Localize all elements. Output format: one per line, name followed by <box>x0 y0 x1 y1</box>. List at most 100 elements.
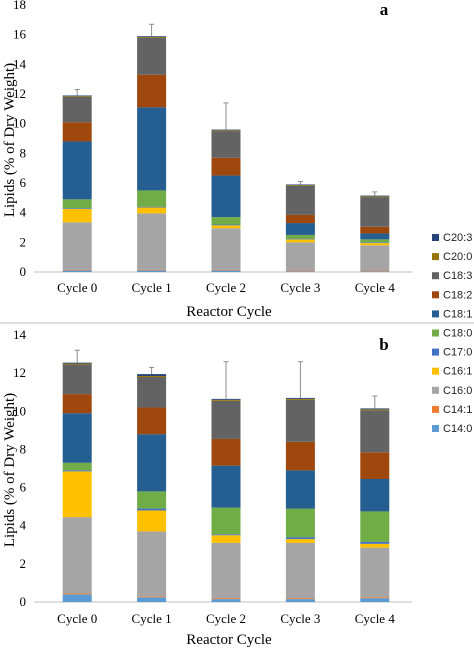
p2-bar-c16-1-cycle-2 <box>211 535 241 543</box>
legend-label-c18-2: C18:2 <box>443 289 472 301</box>
legend-swatch-c18-3 <box>432 272 439 280</box>
p2-bar-c14-0-cycle-0 <box>62 594 92 602</box>
p2-bar-c18-2-cycle-2 <box>211 438 241 466</box>
p1-bar-c16-1-cycle-1 <box>137 207 167 214</box>
legend-swatch-c18-1 <box>432 310 439 318</box>
p1-bar-c18-0-cycle-1 <box>137 190 167 207</box>
p1-bar-c18-2-cycle-2 <box>211 157 241 176</box>
p1-bar-c14-1-cycle-1 <box>137 269 167 271</box>
legend-label-c18-1: C18:1 <box>443 308 472 320</box>
p2-x-tick-label: Cycle 3 <box>280 611 320 626</box>
p1-bar-c14-0-cycle-1 <box>137 270 167 272</box>
p1-bar-c18-2-cycle-1 <box>137 74 167 108</box>
p2-bar-c17-0-cycle-0 <box>62 470 92 472</box>
p1-bar-c14-0-cycle-0 <box>62 270 92 272</box>
p1-bar-c16-0-cycle-3 <box>285 242 315 271</box>
p1-bar-c18-1-cycle-1 <box>137 107 167 191</box>
p1-bar-c18-3-cycle-0 <box>62 96 92 123</box>
p2-bar-c20-3-cycle-3 <box>285 397 315 399</box>
p2-bar-c16-1-cycle-4 <box>360 543 390 548</box>
p2-bar-c18-2-cycle-4 <box>360 452 390 479</box>
p2-bar-c16-0-cycle-1 <box>137 531 167 597</box>
legend-swatch-c18-0 <box>432 329 439 337</box>
p1-bar-c20-0-cycle-2 <box>211 130 241 132</box>
p1-bar-c16-0-cycle-4 <box>360 245 390 271</box>
p1-bar-c18-1-cycle-0 <box>62 141 92 200</box>
p1-bar-c16-0-cycle-0 <box>62 222 92 270</box>
p2-bar-c18-0-cycle-0 <box>62 462 92 471</box>
legend: C20:3 C20:0 C18:3 C18:2 C18:1 C18:0 C17:0 C16:1… <box>432 232 472 435</box>
p2-bar-c17-0-cycle-4 <box>360 541 390 544</box>
p1-bar-c17-0-cycle-3 <box>285 238 315 240</box>
p1-bar-c20-3-cycle-0 <box>62 95 92 97</box>
legend-swatch-c16-1 <box>432 367 439 375</box>
p2-bar-c20-3-cycle-0 <box>62 362 92 364</box>
legend-label-c16-0: C16:0 <box>443 385 472 397</box>
p2-bar-c20-0-cycle-0 <box>62 363 92 365</box>
p2-bar-c14-1-cycle-1 <box>137 596 167 598</box>
p2-y-axis-title: Lipids (% of Dry Weight) <box>2 393 18 547</box>
p1-bar-c14-1-cycle-0 <box>62 269 92 271</box>
legend-label-c14-0: C14:0 <box>443 423 472 435</box>
p2-bar-c18-1-cycle-1 <box>137 434 167 492</box>
p2-bar-c18-0-cycle-2 <box>211 507 241 535</box>
p1-bar-c18-1-cycle-2 <box>211 175 241 218</box>
p1-bar-c20-3-cycle-3 <box>285 184 315 186</box>
p1-y-tick-label: 14 <box>13 56 27 71</box>
p1-bar-c17-0-cycle-0 <box>62 208 92 209</box>
p2-bar-c17-0-cycle-1 <box>137 508 167 511</box>
p1-bar-c18-2-cycle-0 <box>62 122 92 142</box>
p2-bar-c18-3-cycle-2 <box>211 400 241 439</box>
p1-y-tick-label: 10 <box>13 116 26 131</box>
p2-bar-c17-0-cycle-2 <box>211 534 241 536</box>
p2-bar-c20-0-cycle-1 <box>137 376 167 377</box>
p1-bar-c18-0-cycle-3 <box>285 234 315 239</box>
panel-a-chart: 0 2 4 6 8 10 12 14 16 18 Cycle 0 Cycle 1 Cycle 2 Cycl… <box>2 0 412 320</box>
legend-label-c16-1: C16:1 <box>443 366 472 378</box>
p2-bar-c16-1-cycle-1 <box>137 510 167 532</box>
legend-label-c18-3: C18:3 <box>443 270 472 282</box>
p1-bar-c20-3-cycle-4 <box>360 195 390 197</box>
p1-bar-c18-2-cycle-4 <box>360 226 390 234</box>
p2-x-tick-label: Cycle 4 <box>355 611 396 626</box>
p2-bar-c18-1-cycle-3 <box>285 470 315 509</box>
p2-bar-c16-0-cycle-4 <box>360 547 390 598</box>
p2-bar-c18-3-cycle-3 <box>285 399 315 442</box>
p2-bar-c16-1-cycle-3 <box>285 539 315 543</box>
p2-x-axis-title: Reactor Cycle <box>186 632 272 648</box>
p1-bar-c20-3-cycle-1 <box>137 36 167 37</box>
p2-bar-c18-2-cycle-0 <box>62 394 92 414</box>
p2-bar-c18-1-cycle-4 <box>360 478 390 512</box>
legend-swatch-c17-0 <box>432 348 439 356</box>
p1-bar-c14-1-cycle-3 <box>285 270 315 272</box>
legend-label-c20-0: C20:0 <box>443 251 472 263</box>
p1-bar-c17-0-cycle-2 <box>211 224 241 226</box>
p2-bar-c16-1-cycle-0 <box>62 471 92 518</box>
p1-bar-c18-3-cycle-1 <box>137 37 167 75</box>
p2-y-tick-label: 4 <box>20 518 27 533</box>
p2-bar-c18-3-cycle-1 <box>137 376 167 408</box>
p1-bar-c16-1-cycle-3 <box>285 239 315 243</box>
p1-bar-c14-1-cycle-2 <box>211 269 241 271</box>
p1-bar-c18-1-cycle-3 <box>285 223 315 235</box>
p2-y-tick-label: 12 <box>13 365 26 380</box>
p1-y-tick-label: 12 <box>13 86 26 101</box>
legend-swatch-c16-0 <box>432 386 439 394</box>
p2-bar-c18-0-cycle-3 <box>285 508 315 538</box>
p2-y-tick-label: 2 <box>20 556 27 571</box>
p1-bar-c18-0-cycle-2 <box>211 217 241 225</box>
p1-bar-c18-3-cycle-2 <box>211 131 241 158</box>
p1-bar-c16-0-cycle-1 <box>137 213 167 270</box>
legend-label-c17-0: C17:0 <box>443 347 472 359</box>
legend-label-c14-1: C14:1 <box>443 404 472 416</box>
p2-bar-c14-0-cycle-1 <box>137 597 167 602</box>
p1-bar-c14-1-cycle-4 <box>360 270 390 272</box>
p2-bar-c20-3-cycle-1 <box>137 374 167 377</box>
p2-y-tick-label: 6 <box>20 480 27 495</box>
p1-panel-label: a <box>380 0 389 19</box>
p2-bar-c20-0-cycle-2 <box>211 399 241 401</box>
p2-bar-c18-3-cycle-4 <box>360 410 390 453</box>
p1-y-tick-label: 2 <box>20 234 27 249</box>
p2-bar-c16-0-cycle-2 <box>211 542 241 599</box>
